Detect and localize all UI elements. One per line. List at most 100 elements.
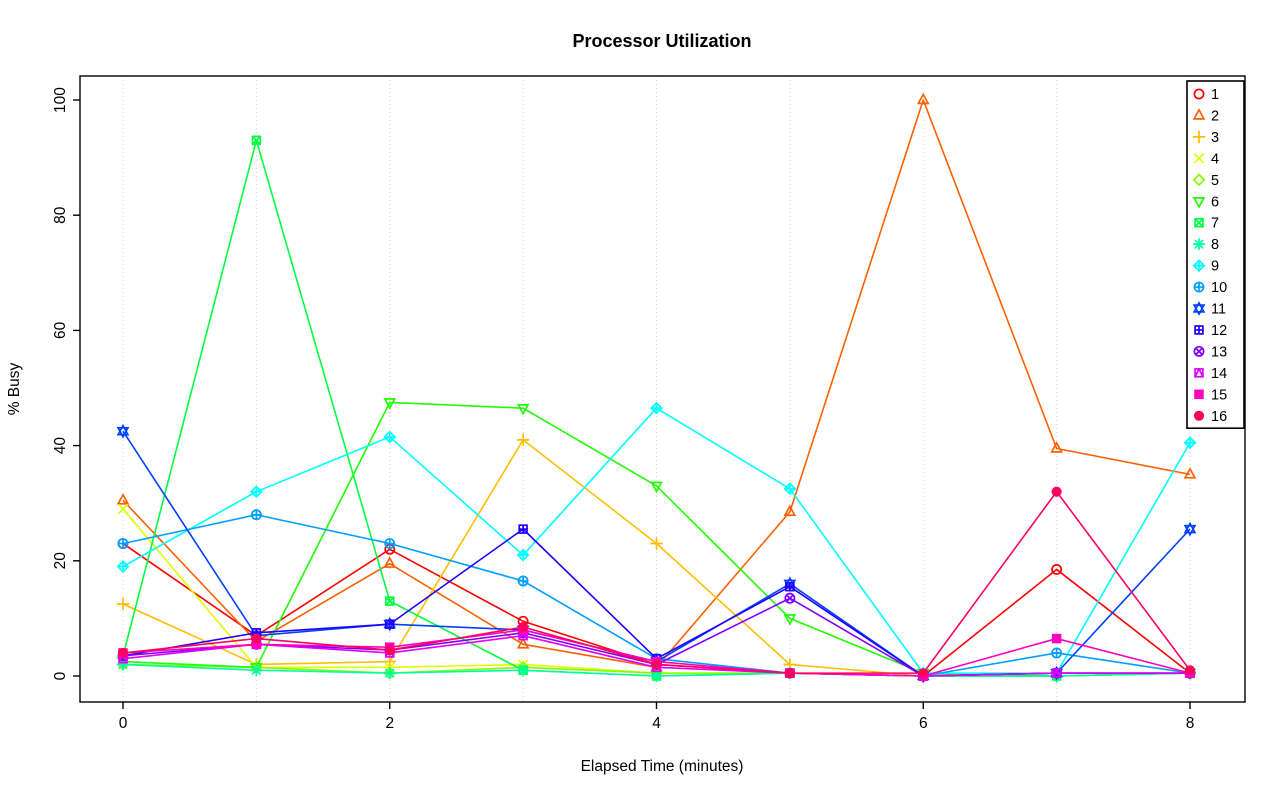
y-tick-label: 0 (52, 671, 69, 680)
legend-item: 4 (1194, 151, 1219, 167)
legend-item: 13 (1193, 344, 1227, 360)
series-point-10 (384, 538, 396, 549)
x-tick-label: 6 (919, 715, 928, 732)
series-point-16 (251, 633, 262, 644)
series-point-10 (517, 575, 529, 587)
legend-label: 4 (1211, 151, 1219, 167)
series-point-9 (517, 548, 530, 562)
legend-symbol-16 (1193, 410, 1205, 421)
series-point-2 (116, 492, 130, 505)
legend-symbol-3 (1192, 130, 1206, 144)
y-tick-label: 80 (52, 206, 69, 224)
legend-label: 15 (1211, 387, 1227, 403)
series-point-9 (250, 485, 263, 498)
series-point-6 (650, 481, 663, 494)
x-tick-label: 8 (1186, 715, 1195, 732)
series-point-7 (251, 135, 262, 146)
series-point-12 (385, 619, 395, 629)
y-axis-label: % Busy (6, 362, 23, 415)
legend-symbol-9 (1192, 259, 1206, 272)
legend-box (1186, 80, 1245, 430)
series-point-2 (916, 92, 930, 105)
legend-symbol-7 (1194, 217, 1204, 228)
y-tick-label: 100 (52, 87, 69, 113)
legend-item: 2 (1192, 108, 1219, 124)
legend-item: 15 (1194, 387, 1227, 403)
legend-item: 3 (1192, 130, 1219, 146)
series-point-3 (383, 655, 397, 669)
legend-symbol-6 (1192, 197, 1206, 209)
legend-label: 13 (1211, 344, 1227, 360)
y-tick-label: 60 (52, 321, 69, 339)
series-point-2 (1183, 467, 1197, 479)
legend-label: 8 (1211, 237, 1219, 253)
x-axis-label: Elapsed Time (minutes) (581, 758, 744, 775)
legend-item: 11 (1192, 301, 1226, 318)
series-point-16 (651, 659, 662, 670)
legend-label: 12 (1211, 323, 1227, 339)
series-point-9 (650, 402, 663, 415)
legend-item: 7 (1194, 216, 1219, 232)
series-point-10 (117, 538, 129, 549)
series-point-3 (116, 597, 130, 611)
legend-item: 6 (1192, 194, 1219, 210)
legend-symbol-11 (1192, 304, 1206, 316)
legend-label: 2 (1211, 108, 1219, 124)
series-point-15 (1051, 633, 1062, 644)
legend-symbol-13 (1193, 345, 1205, 357)
series-point-16 (384, 645, 395, 656)
series-point-16 (1051, 486, 1062, 497)
series-point-11 (116, 426, 130, 439)
series-point-4 (118, 504, 128, 514)
series-point-16 (784, 668, 795, 679)
legend-symbol-10 (1193, 281, 1205, 293)
legend-label: 11 (1211, 302, 1226, 318)
legend-symbol-5 (1192, 173, 1206, 187)
plot-box (79, 75, 1246, 703)
legend-item: 12 (1194, 323, 1227, 339)
series-point-12 (518, 524, 528, 534)
legend-label: 9 (1211, 259, 1219, 275)
legend-label: 10 (1211, 280, 1227, 296)
series-point-3 (650, 537, 663, 550)
legend-item: 10 (1193, 280, 1227, 296)
series-point-16 (1184, 665, 1196, 676)
legend-label: 7 (1211, 216, 1219, 232)
series-point-7 (251, 135, 262, 146)
series-point-16 (518, 621, 529, 633)
legend-symbol-7 (1194, 217, 1204, 228)
series-point-1 (1051, 563, 1063, 575)
series-point-11 (1183, 524, 1197, 537)
series-point-10 (250, 509, 262, 521)
series-line-6 (122, 401, 1191, 677)
series-layer (116, 92, 1197, 684)
y-tick-label: 40 (52, 437, 69, 455)
legend-item: 16 (1193, 409, 1227, 425)
series-point-16 (117, 647, 129, 659)
legend-item: 8 (1192, 237, 1219, 253)
x-tick-label: 0 (119, 715, 128, 732)
grid-layer (122, 76, 1191, 702)
legend-label: 6 (1211, 194, 1219, 210)
legend-symbol-8 (1194, 239, 1204, 249)
series-point-6 (783, 614, 797, 626)
legend-item: 9 (1192, 259, 1219, 275)
legend-label: 5 (1211, 173, 1219, 189)
series-point-3 (516, 433, 530, 447)
series-point-8 (518, 665, 528, 675)
legend-symbol-1 (1193, 88, 1205, 100)
legend-item: 1 (1193, 87, 1219, 103)
legend-symbol-13 (1194, 347, 1204, 356)
series-point-7 (385, 596, 395, 606)
series-point-13 (784, 592, 796, 604)
legend-label: 1 (1211, 87, 1219, 103)
y-tick-label: 20 (52, 552, 69, 570)
series-point-9 (383, 430, 396, 444)
series-point-2 (516, 636, 530, 649)
series-point-7 (385, 596, 395, 606)
legend-symbol-2 (1192, 108, 1206, 120)
